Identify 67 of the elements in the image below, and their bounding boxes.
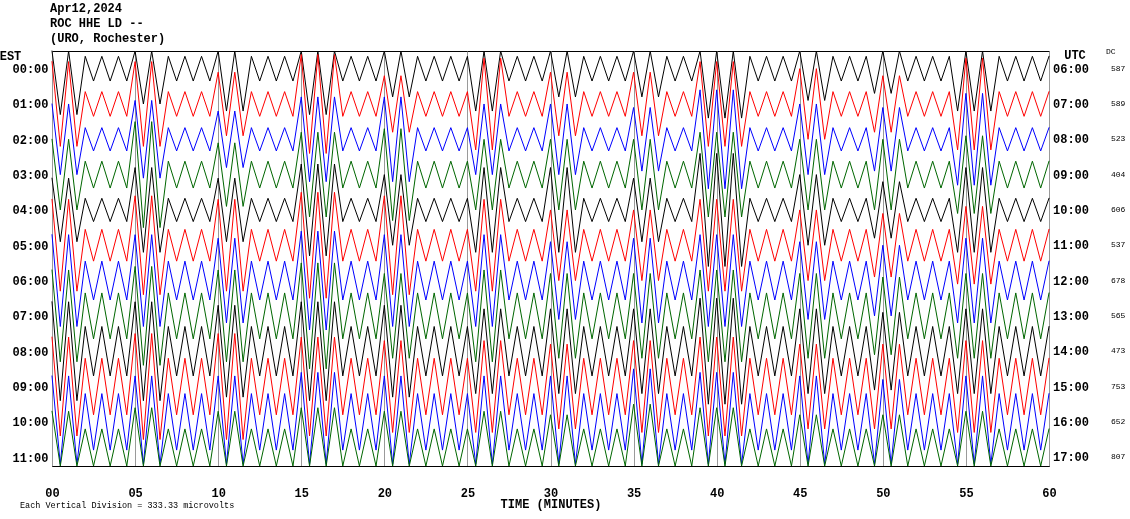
y-tick-label: 03:00 — [12, 169, 49, 184]
line-series — [51, 54, 1050, 154]
text: 537 — [1111, 240, 1126, 250]
y-tick-label: 06:00 — [12, 275, 49, 290]
text: DC — [1106, 47, 1116, 56]
text: 807 — [1111, 452, 1126, 462]
y2-axis-title: UTC — [1064, 49, 1086, 63]
x-tick-label: 25 — [460, 486, 476, 501]
line-series — [51, 230, 1050, 331]
line-series — [51, 368, 1050, 465]
chart-subtitle: ROC HHE LD -- (URO, Rochester) — [50, 17, 166, 46]
text: 753 — [1111, 381, 1126, 391]
y-tick-label: 04:00 — [12, 204, 49, 219]
text: 404 — [1111, 169, 1126, 179]
text: 523 — [1111, 134, 1126, 144]
x-tick-label: 45 — [793, 486, 808, 501]
y-tick-label: 05:00 — [12, 239, 49, 254]
y2-tick-label: 12:00 — [1053, 274, 1090, 289]
y-axis-title: EST — [0, 49, 22, 64]
y2-tick-label: 17:00 — [1053, 451, 1090, 466]
text: 606 — [1111, 204, 1126, 214]
y2-tick-label: 13:00 — [1053, 309, 1090, 324]
x-tick-label: 40 — [709, 486, 725, 501]
y2-tick-label: 16:00 — [1053, 415, 1090, 430]
y-tick-label: 09:00 — [12, 381, 49, 396]
y2-tick-label: 10:00 — [1053, 203, 1090, 218]
text: 587 — [1111, 63, 1126, 73]
y-tick-label: 11:00 — [12, 451, 49, 466]
x-tick-label: 20 — [377, 486, 393, 501]
x-tick-label: 15 — [294, 486, 309, 501]
y2-tick-label: 11:00 — [1053, 239, 1090, 254]
x-tick-label: 55 — [959, 486, 974, 501]
line-series — [51, 50, 1050, 119]
y2-tick-label: 08:00 — [1053, 133, 1090, 148]
y2-tick-label: 07:00 — [1053, 97, 1090, 112]
x-axis-title: TIME (MINUTES) — [500, 497, 602, 512]
x-tick-label: 00 — [45, 486, 60, 501]
y-tick-label: 01:00 — [12, 98, 49, 113]
x-tick-label: 10 — [211, 486, 226, 501]
line-series — [51, 403, 1050, 467]
y-tick-label: 02:00 — [12, 133, 49, 148]
line-series — [51, 121, 1050, 229]
text: 589 — [1111, 98, 1126, 108]
text: 565 — [1111, 310, 1126, 320]
x-tick-label: 60 — [1042, 486, 1057, 501]
line-series — [51, 191, 1050, 299]
text: 678 — [1111, 275, 1126, 285]
text: Each Vertical Division = 333.33 microvolts — [20, 501, 235, 511]
y2-tick-label: 06:00 — [1053, 62, 1090, 77]
y2-tick-label: 14:00 — [1053, 345, 1090, 360]
y2-tick-label: 09:00 — [1053, 168, 1090, 183]
y-tick-label: 08:00 — [12, 345, 49, 360]
y-tick-label: 07:00 — [12, 310, 49, 325]
x-tick-label: 05 — [128, 486, 143, 501]
line-series — [51, 152, 1050, 267]
text: 473 — [1111, 346, 1126, 356]
y-tick-label: 10:00 — [12, 416, 49, 431]
line-series — [51, 262, 1050, 370]
line-series — [51, 297, 1050, 405]
text: 652 — [1111, 416, 1126, 426]
x-tick-label: 50 — [876, 486, 891, 501]
y-tick-label: 00:00 — [12, 63, 49, 78]
line-series — [51, 89, 1050, 190]
chart-title: Apr12,2024 — [50, 2, 123, 16]
x-tick-label: 35 — [626, 486, 642, 501]
line-series — [51, 333, 1050, 441]
y2-tick-label: 15:00 — [1053, 380, 1090, 395]
